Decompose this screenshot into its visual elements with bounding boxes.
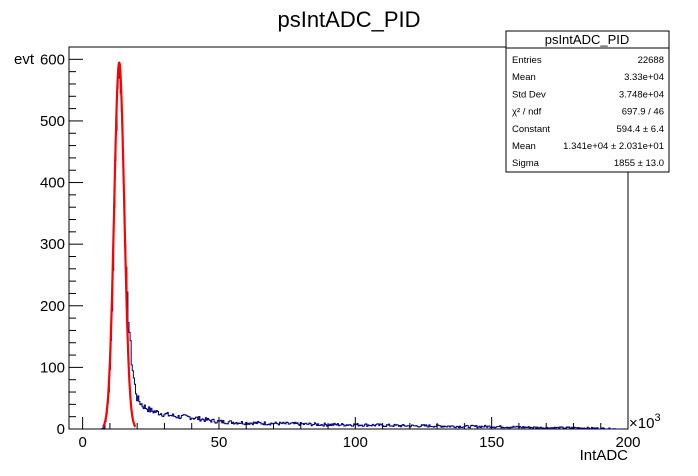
stats-row-label: Sigma	[512, 158, 540, 169]
x-axis-label: IntADC	[580, 447, 629, 464]
stats-row-label: Mean	[512, 72, 536, 83]
x-axis: 0 50 100 150 200	[78, 417, 641, 451]
stats-box-frame	[505, 30, 670, 173]
y-tick-label: 100	[40, 359, 65, 376]
stats-row-label: Mean	[512, 141, 536, 152]
x-multiplier-exp: 3	[654, 412, 660, 424]
stats-row-value: 1855 ± 13.0	[614, 158, 664, 169]
y-tick-label: 300	[40, 236, 65, 253]
y-axis-label: evt	[14, 51, 35, 68]
stats-row-label: Std Dev	[512, 89, 546, 100]
stats-row-label: Entries	[512, 55, 542, 66]
fit-curve	[102, 61, 137, 428]
y-tick-label: 200	[40, 298, 65, 315]
y-tick-label: 0	[57, 421, 65, 438]
x-multiplier: ×103	[629, 412, 661, 432]
stats-rows: Entries 22688 Mean 3.33e+04 Std Dev 3.748e+04…	[512, 55, 664, 169]
stats-row-value: 697.9 / 46	[622, 107, 664, 118]
stats-box-title: psIntADC_PID	[545, 32, 630, 47]
x-tick-label: 100	[343, 434, 368, 451]
y-tick-label: 500	[40, 113, 65, 130]
chart-title: psIntADC_PID	[277, 7, 420, 32]
x-tick-label: 200	[615, 434, 640, 451]
x-tick-label: 50	[211, 434, 228, 451]
plot-frame	[68, 46, 629, 430]
stats-row-value: 3.748e+04	[619, 89, 664, 100]
y-axis: 0 100 200 300 400 500 600	[40, 46, 83, 438]
stats-row-label: χ² / ndf	[512, 107, 542, 118]
stats-box: psIntADC_PID Entries 22688 Mean 3.33e+04 Std…	[505, 30, 670, 173]
y-tick-label: 600	[40, 51, 65, 68]
x-tick-label: 0	[78, 434, 86, 451]
stats-row-value: 22688	[638, 55, 664, 66]
x-tick-label: 150	[479, 434, 504, 451]
stats-row-label: Constant	[512, 124, 550, 135]
stats-row-value: 1.341e+04 ± 2.031e+01	[563, 141, 664, 152]
y-tick-label: 400	[40, 175, 65, 192]
histogram-series	[101, 64, 620, 430]
stats-row-value: 594.4 ± 6.4	[617, 124, 664, 135]
x-multiplier-base: ×10	[629, 415, 654, 432]
stats-row-value: 3.33e+04	[624, 72, 664, 83]
